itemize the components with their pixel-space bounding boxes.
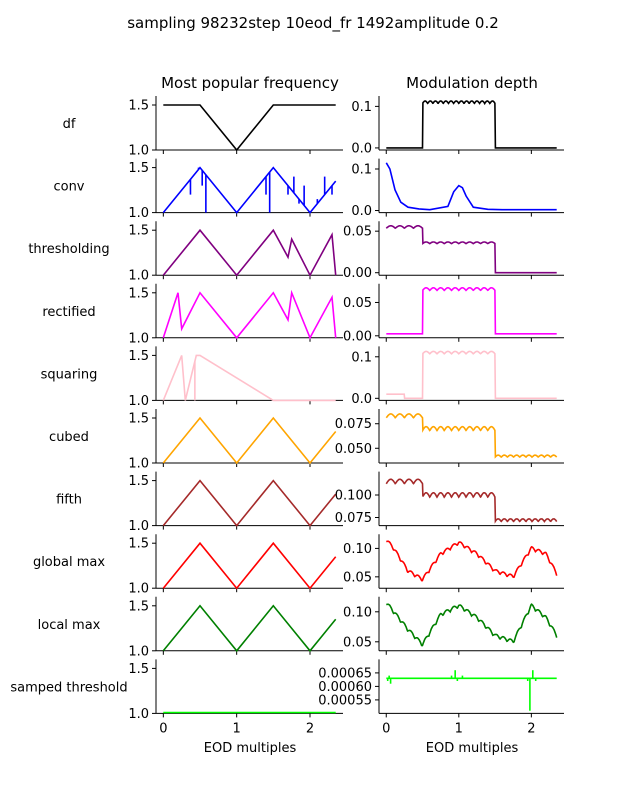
y-tick-label: 0.10 [343, 542, 372, 557]
series-line-right [386, 603, 558, 647]
y-tick-label: 1.5 [128, 474, 149, 489]
y-tick-label: 0.0 [351, 392, 372, 407]
y-tick-label: 1.5 [128, 224, 149, 239]
y-tick-label: 1.0 [128, 394, 149, 409]
series-line-left [162, 166, 337, 214]
y-tick-label: 1.5 [128, 599, 149, 614]
y-tick-label: 1.5 [128, 412, 149, 427]
y-tick-label: 0.05 [343, 296, 372, 311]
y-tick-label: 1.5 [128, 349, 149, 364]
y-tick-label: 1.0 [128, 644, 149, 659]
row-label-thresholding: thresholding [28, 242, 109, 257]
x-tick-label: 0 [382, 721, 390, 736]
series-line-right [385, 162, 557, 211]
x-tick-label: 1 [455, 721, 463, 736]
series-line-left [163, 104, 336, 152]
y-tick-label: 1.0 [128, 269, 149, 284]
y-tick-label: 0.075 [335, 511, 372, 526]
x-axis-label-left: EOD multiples [204, 741, 297, 756]
figure-title: sampling 98232step 10eod_fr 1492amplitud… [127, 14, 499, 33]
y-tick-label: 0.05 [343, 635, 372, 650]
column-title-modulation-depth: Modulation depth [406, 74, 538, 92]
row-label-local-max: local max [38, 618, 101, 633]
y-tick-label: 0.00060 [318, 680, 372, 695]
series-line-left [162, 604, 337, 653]
y-tick-label: 0.100 [335, 489, 372, 504]
y-tick-label: 0.050 [335, 442, 372, 457]
series-line-right [386, 100, 557, 149]
y-tick-label: 1.0 [128, 457, 149, 472]
y-tick-label: 1.0 [128, 144, 149, 159]
series-line-right [385, 413, 558, 459]
y-tick-label: 0.1 [351, 162, 372, 177]
y-tick-label: 0.00065 [318, 666, 372, 681]
series-line-left [162, 479, 337, 527]
row-label-samped-threshold: samped threshold [10, 680, 127, 695]
y-tick-label: 1.0 [128, 331, 149, 346]
row-label-conv: conv [53, 180, 84, 195]
y-tick-label: 1.5 [128, 286, 149, 301]
y-tick-label: 0.1 [351, 350, 372, 365]
x-axis-label-right: EOD multiples [426, 741, 519, 756]
x-tick-label: 2 [306, 721, 314, 736]
series-line-right [385, 225, 557, 274]
series-line-right [385, 478, 558, 524]
y-tick-label: 1.0 [128, 519, 149, 534]
series-line-right [386, 540, 558, 582]
series-line-left [162, 416, 337, 465]
y-tick-label: 0.075 [335, 417, 372, 432]
x-tick-label: 2 [527, 721, 535, 736]
x-tick-label: 1 [233, 721, 241, 736]
y-tick-label: 1.0 [128, 206, 149, 221]
y-tick-label: 0.10 [343, 605, 372, 620]
subplot-grid: df 1.0 1.5 0.0 0.1 conv 1.0 1.5 0.0 0.1 thresholdi… [10, 96, 564, 736]
x-tick-label: 0 [159, 721, 167, 736]
y-tick-label: 0.1 [351, 100, 372, 115]
row-label-squaring: squaring [41, 367, 98, 382]
y-tick-label: 0.05 [343, 570, 372, 585]
row-label-df: df [63, 117, 76, 132]
y-tick-label: 0.0 [351, 141, 372, 156]
y-tick-label: 0.00 [343, 329, 372, 344]
column-title-most-popular-frequency: Most popular frequency [161, 74, 339, 92]
series-line-right [386, 287, 557, 335]
row-label-rectified: rectified [42, 305, 95, 320]
y-tick-label: 1.5 [128, 99, 149, 114]
y-tick-label: 0.0 [351, 204, 372, 219]
series-line-left [162, 541, 337, 590]
y-tick-label: 0.00 [343, 266, 372, 281]
y-tick-label: 0.00055 [318, 693, 372, 708]
series-line-left [162, 289, 337, 340]
row-label-global-max: global max [33, 555, 105, 570]
y-tick-label: 1.0 [128, 582, 149, 597]
y-tick-label: 1.5 [128, 537, 149, 552]
row-label-fifth: fifth [56, 493, 82, 508]
series-line-right [386, 350, 557, 400]
y-tick-label: 1.5 [128, 662, 149, 677]
row-label-cubed: cubed [49, 430, 89, 445]
series-line-left [162, 228, 337, 277]
series-line-left [162, 354, 336, 402]
y-tick-label: 0.05 [343, 225, 372, 240]
y-tick-label: 1.0 [128, 707, 149, 722]
y-tick-label: 1.5 [128, 161, 149, 176]
